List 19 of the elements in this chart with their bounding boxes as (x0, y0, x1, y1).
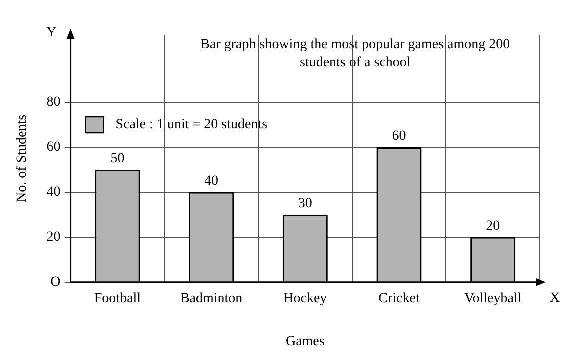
y-tick-label: 40 (46, 185, 61, 200)
data-label: 50 (110, 152, 125, 167)
data-label: 40 (204, 174, 219, 190)
text: Y (46, 26, 57, 41)
x-axis-title: Games (286, 334, 325, 350)
y-axis-title: No. of Students (15, 114, 30, 202)
y-tick-label: 60 (46, 140, 61, 156)
x-tick-label: Football (94, 291, 142, 306)
x-tick-label: Volleyball (464, 291, 522, 306)
y-tick-label: O (50, 275, 61, 290)
data-label: 60 (392, 129, 406, 144)
y-tick-label: 20 (46, 230, 61, 246)
y-tick-label: 80 (46, 95, 61, 110)
data-label: 30 (298, 196, 312, 212)
text: X (550, 291, 560, 306)
data-label: 20 (486, 219, 500, 234)
x-tick-label: Hockey (284, 291, 328, 306)
x-tick-label: Cricket (378, 291, 420, 306)
x-tick-label: Badminton (180, 291, 243, 306)
